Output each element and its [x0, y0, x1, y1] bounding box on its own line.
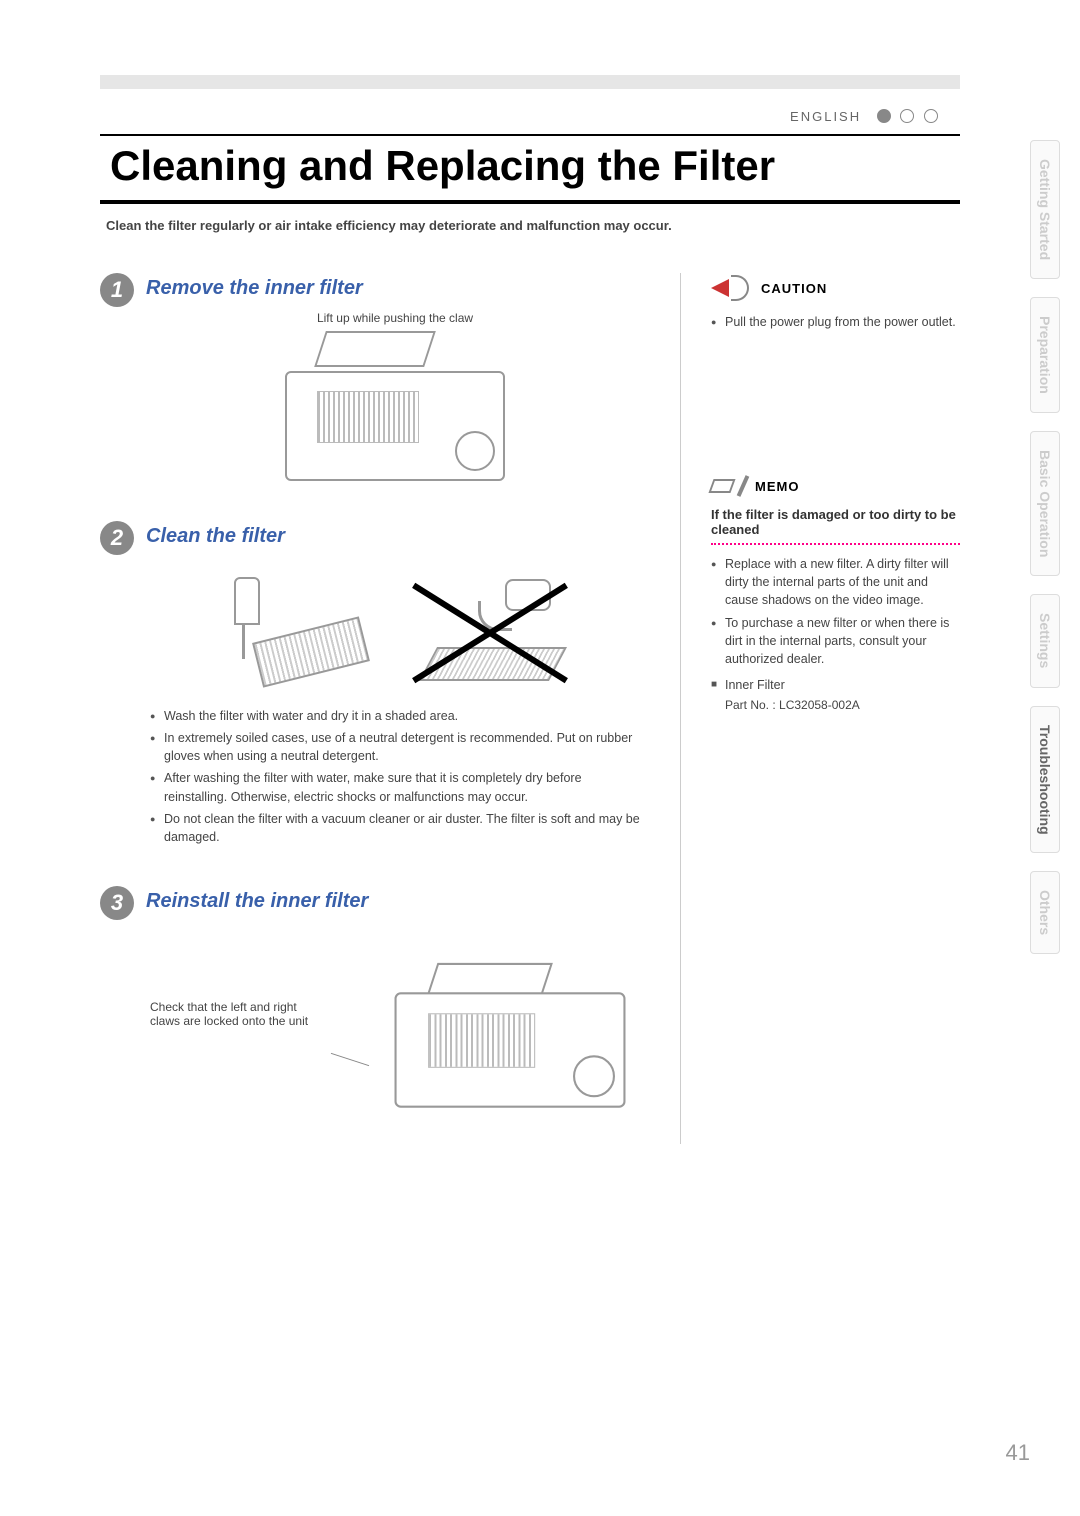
- list-item: Wash the filter with water and dry it in…: [150, 707, 640, 725]
- step-2-bullets: Wash the filter with water and dry it in…: [150, 707, 640, 846]
- inner-filter-label: Inner Filter: [711, 676, 960, 694]
- list-item: To purchase a new filter or when there i…: [711, 614, 960, 668]
- memo-header: MEMO: [711, 475, 960, 497]
- step-2-body: Wash the filter with water and dry it in…: [100, 573, 640, 846]
- tab-getting-started[interactable]: Getting Started: [1030, 140, 1060, 279]
- step-3-badge: 3: [100, 886, 134, 920]
- caution-bullets: Pull the power plug from the power outle…: [711, 313, 960, 331]
- step-2-badge: 2: [100, 521, 134, 555]
- language-indicator: ENGLISH: [100, 109, 960, 126]
- memo-part-info: Inner Filter: [711, 676, 960, 694]
- step-3-header: 3 Reinstall the inner filter: [100, 886, 640, 920]
- step-2-illustration: [150, 573, 640, 693]
- prohibited-x-icon: [410, 573, 570, 693]
- step-1-title: Remove the inner filter: [146, 273, 363, 300]
- content-columns: 1 Remove the inner filter Lift up while …: [100, 273, 960, 1144]
- list-item: Do not clean the filter with a vacuum cl…: [150, 810, 640, 846]
- page-title: Cleaning and Replacing the Filter: [100, 134, 960, 204]
- page-content: ENGLISH Cleaning and Replacing the Filte…: [100, 75, 960, 1144]
- step-3-illustration: Check that the left and right claws are …: [150, 924, 640, 1104]
- lang-dot-1: [877, 109, 891, 123]
- list-item: In extremely soiled cases, use of a neut…: [150, 729, 640, 765]
- memo-heading: If the filter is damaged or too dirty to…: [711, 507, 960, 537]
- language-dots: [875, 109, 940, 126]
- step-3-title: Reinstall the inner filter: [146, 886, 368, 913]
- tab-preparation[interactable]: Preparation: [1030, 297, 1060, 413]
- list-item: After washing the filter with water, mak…: [150, 769, 640, 805]
- step-3-body: Check that the left and right claws are …: [100, 924, 640, 1104]
- language-label: ENGLISH: [790, 109, 861, 124]
- list-item: Replace with a new filter. A dirty filte…: [711, 555, 960, 609]
- list-item: Pull the power plug from the power outle…: [711, 313, 960, 331]
- step-2-title: Clean the filter: [146, 521, 285, 548]
- callout-line-icon: [331, 1053, 369, 1066]
- step-2-header: 2 Clean the filter: [100, 521, 640, 555]
- tab-settings[interactable]: Settings: [1030, 594, 1060, 687]
- step-1-illustration: [150, 331, 640, 481]
- lang-dot-2: [900, 109, 914, 123]
- tab-troubleshooting[interactable]: Troubleshooting: [1030, 706, 1060, 854]
- device-lens-icon: [455, 431, 495, 471]
- memo-icon: [711, 475, 745, 497]
- step-1-badge: 1: [100, 273, 134, 307]
- filter-panel-icon: [314, 331, 436, 367]
- caution-label: CAUTION: [761, 281, 827, 296]
- part-number: Part No. : LC32058-002A: [711, 698, 960, 712]
- device-lens-icon: [573, 1055, 615, 1097]
- megaphone-icon: [711, 273, 751, 303]
- sidebar-notes: CAUTION Pull the power plug from the pow…: [680, 273, 960, 1144]
- wash-with-water-icon: [220, 573, 380, 693]
- intro-text: Clean the filter regularly or air intake…: [100, 218, 960, 233]
- step-3-note: Check that the left and right claws are …: [150, 1000, 320, 1028]
- header-bar: [100, 75, 960, 89]
- memo-label: MEMO: [755, 479, 799, 494]
- section-tabs: Getting Started Preparation Basic Operat…: [1030, 140, 1060, 954]
- step-1-caption: Lift up while pushing the claw: [150, 311, 640, 325]
- step-1-body: Lift up while pushing the claw: [100, 311, 640, 481]
- caution-header: CAUTION: [711, 273, 960, 303]
- no-vacuum-icon: [410, 573, 570, 693]
- page-number: 41: [1006, 1440, 1030, 1466]
- step-1-header: 1 Remove the inner filter: [100, 273, 640, 307]
- tab-others[interactable]: Others: [1030, 871, 1060, 954]
- memo-bullets: Replace with a new filter. A dirty filte…: [711, 555, 960, 668]
- lang-dot-3: [924, 109, 938, 123]
- dotted-rule: [711, 543, 960, 545]
- tab-basic-operation[interactable]: Basic Operation: [1030, 431, 1060, 576]
- steps-column: 1 Remove the inner filter Lift up while …: [100, 273, 640, 1144]
